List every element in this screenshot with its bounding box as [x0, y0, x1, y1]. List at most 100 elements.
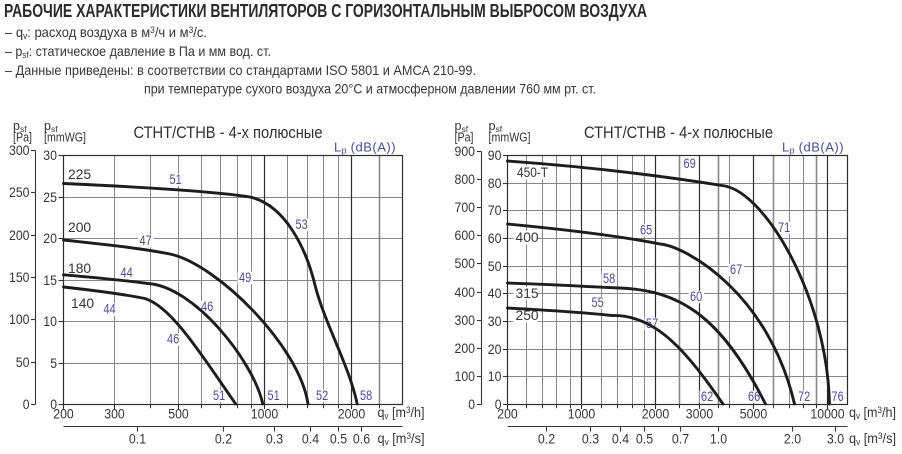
svg-text:СТНТ/СТНВ - 4-х полюсные: СТНТ/СТНВ - 4-х полюсные: [134, 123, 323, 142]
svg-text:51: 51: [268, 388, 280, 403]
svg-text:51: 51: [213, 388, 225, 403]
svg-text:400: 400: [455, 285, 476, 300]
svg-text:67: 67: [730, 262, 742, 277]
svg-text:69: 69: [684, 156, 696, 171]
svg-text:20: 20: [488, 342, 502, 357]
svg-text:0.5: 0.5: [330, 432, 347, 447]
svg-text:– Данные приведены: в соответс: – Данные приведены: в соответствии со ст…: [5, 62, 476, 78]
svg-text:5000: 5000: [740, 407, 767, 422]
svg-text:180: 180: [68, 260, 91, 276]
svg-text:600: 600: [455, 228, 476, 243]
svg-text:при температуре сухого воздуха: при температуре сухого воздуха 20°С и ат…: [144, 81, 596, 97]
svg-text:25: 25: [43, 190, 57, 205]
svg-text:44: 44: [121, 265, 134, 280]
svg-text:1000: 1000: [251, 407, 278, 422]
svg-text:2.0: 2.0: [784, 432, 801, 447]
svg-text:52: 52: [316, 388, 328, 403]
svg-text:qv [m3/h]: qv [m3/h]: [849, 404, 896, 421]
svg-text:200: 200: [455, 341, 476, 356]
svg-text:0: 0: [468, 397, 475, 412]
svg-text:200: 200: [497, 407, 518, 422]
svg-text:500: 500: [168, 407, 189, 422]
svg-text:150: 150: [9, 270, 30, 285]
svg-text:500: 500: [455, 256, 476, 271]
svg-text:0: 0: [23, 397, 30, 412]
svg-text:3.0: 3.0: [827, 432, 844, 447]
svg-text:200: 200: [53, 407, 74, 422]
svg-text:РАБОЧИЕ ХАРАКТЕРИСТИКИ ВЕНТИЛЯ: РАБОЧИЕ ХАРАКТЕРИСТИКИ ВЕНТИЛЯТОРОВ С ГО…: [4, 1, 647, 21]
svg-text:200: 200: [9, 228, 30, 243]
svg-text:20: 20: [43, 231, 57, 246]
svg-text:66: 66: [748, 389, 760, 404]
svg-text:51: 51: [170, 172, 182, 187]
svg-text:140: 140: [71, 295, 94, 311]
svg-text:СТНТ/СТНВ - 4-х полюсные: СТНТ/СТНВ - 4-х полюсные: [584, 123, 773, 142]
svg-text:Lp (dB(A)): Lp (dB(A)): [782, 140, 844, 157]
svg-text:71: 71: [778, 220, 790, 235]
svg-text:0.1: 0.1: [129, 432, 146, 447]
svg-text:62: 62: [701, 389, 713, 404]
svg-text:0: 0: [495, 397, 502, 412]
svg-text:0.4: 0.4: [302, 432, 320, 447]
svg-text:0.3: 0.3: [582, 432, 599, 447]
svg-text:76: 76: [832, 389, 844, 404]
svg-text:[Pa]: [Pa]: [455, 131, 474, 145]
svg-text:– psf: статическое давление в: – psf: статическое давление в Па и мм во…: [5, 43, 271, 60]
svg-text:15: 15: [43, 273, 57, 288]
svg-text:80: 80: [488, 176, 502, 191]
svg-text:400: 400: [516, 229, 539, 245]
svg-text:47: 47: [140, 233, 152, 248]
svg-text:[mmWG]: [mmWG]: [44, 131, 86, 145]
svg-text:2000: 2000: [642, 407, 669, 422]
svg-text:0.6: 0.6: [353, 432, 370, 447]
svg-text:46: 46: [167, 332, 179, 347]
svg-text:70: 70: [488, 203, 502, 218]
svg-text:300: 300: [104, 407, 125, 422]
svg-text:qv [m3/h]: qv [m3/h]: [378, 404, 425, 421]
svg-text:58: 58: [603, 271, 615, 286]
svg-text:100: 100: [9, 312, 30, 327]
svg-text:40: 40: [488, 286, 502, 301]
svg-text:900: 900: [455, 144, 476, 159]
svg-text:10: 10: [43, 314, 57, 329]
svg-text:55: 55: [592, 295, 604, 310]
svg-text:450-T: 450-T: [517, 164, 548, 180]
svg-text:315: 315: [516, 285, 539, 301]
svg-text:1000: 1000: [568, 407, 595, 422]
svg-text:10: 10: [488, 369, 502, 384]
svg-text:200: 200: [68, 219, 91, 235]
svg-text:225: 225: [68, 166, 91, 182]
svg-text:58: 58: [360, 388, 372, 403]
svg-text:90: 90: [488, 148, 502, 163]
svg-text:60: 60: [488, 231, 502, 246]
svg-text:5: 5: [50, 356, 57, 371]
svg-text:46: 46: [201, 299, 213, 314]
svg-text:50: 50: [488, 259, 502, 274]
svg-text:0.5: 0.5: [636, 432, 653, 447]
svg-text:60: 60: [690, 289, 702, 304]
svg-text:Lp (dB(A)): Lp (dB(A)): [334, 140, 396, 157]
svg-text:0.7: 0.7: [672, 432, 689, 447]
svg-text:[mmWG]: [mmWG]: [489, 131, 531, 145]
svg-text:[Pa]: [Pa]: [13, 131, 32, 145]
svg-text:0.3: 0.3: [266, 432, 283, 447]
svg-text:qv [m3/s]: qv [m3/s]: [849, 430, 896, 447]
svg-text:2000: 2000: [338, 407, 365, 422]
svg-text:3000: 3000: [686, 407, 713, 422]
svg-text:300: 300: [9, 143, 30, 158]
svg-text:10000: 10000: [810, 407, 844, 422]
svg-text:0.2: 0.2: [215, 432, 232, 447]
svg-text:53: 53: [296, 217, 308, 232]
svg-text:250: 250: [516, 307, 539, 323]
svg-text:700: 700: [455, 200, 476, 215]
svg-text:50: 50: [16, 355, 30, 370]
svg-text:65: 65: [640, 223, 652, 238]
svg-text:300: 300: [455, 313, 476, 328]
svg-text:0: 0: [50, 397, 57, 412]
svg-text:30: 30: [488, 314, 502, 329]
svg-text:0.4: 0.4: [612, 432, 630, 447]
svg-text:30: 30: [43, 148, 57, 163]
svg-text:49: 49: [239, 270, 251, 285]
svg-text:100: 100: [455, 369, 476, 384]
svg-text:– qv: расход воздуха в м3/ч и: – qv: расход воздуха в м3/ч и м3/с.: [5, 24, 207, 41]
